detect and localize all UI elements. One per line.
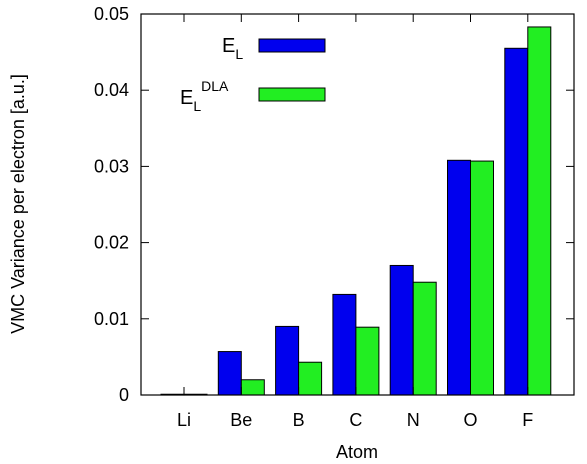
bar-series-2-Be — [240, 379, 265, 396]
legend-label-2-base: E — [180, 87, 193, 109]
y-tick-label-2: 0.02 — [94, 233, 129, 253]
legend: EL ELDLA — [180, 35, 326, 114]
bar-series-2-F — [527, 26, 552, 396]
bar-series-1-B — [275, 325, 300, 396]
plot-frame — [140, 13, 575, 396]
legend-swatch-1 — [258, 38, 326, 53]
bar-series-1-C — [332, 293, 357, 396]
x-tick-label-Li: Li — [177, 410, 191, 430]
legend-label-1: EL — [222, 35, 243, 62]
legend-label-1-base: E — [222, 35, 235, 57]
legend-label-2: ELDLA — [180, 78, 229, 114]
legend-swatch-2 — [258, 87, 326, 102]
bar-series-2-C — [355, 326, 380, 396]
legend-entry-1: EL — [222, 35, 326, 62]
bar-series-2-O — [470, 160, 494, 396]
legend-label-2-sup: DLA — [201, 78, 229, 94]
x-tick-label-O: O — [463, 410, 477, 430]
x-tick-label-C: C — [349, 410, 362, 430]
bar-series-1-N — [389, 264, 414, 396]
bar-series-1-Be — [217, 351, 242, 396]
bar-series-1-F — [504, 47, 529, 396]
y-tick-label-5: 0.05 — [94, 4, 129, 24]
x-tick-label-Be: Be — [230, 410, 252, 430]
legend-label-1-sub: L — [235, 46, 243, 62]
y-tick-label-3: 0.03 — [94, 156, 129, 176]
x-tick-label-N: N — [407, 410, 420, 430]
legend-entry-2: ELDLA — [180, 78, 326, 114]
y-axis: 0 0.01 0.02 0.03 0.04 0.05 — [94, 4, 574, 405]
bar-series-2-N — [412, 281, 437, 396]
x-tick-label-B: B — [293, 410, 305, 430]
bars-group — [160, 26, 552, 396]
y-tick-label-0: 0 — [119, 385, 129, 405]
x-axis: Li Be B C N O F — [177, 14, 533, 430]
y-tick-label-1: 0.01 — [94, 309, 129, 329]
x-tick-label-F: F — [522, 410, 533, 430]
bar-series-2-B — [298, 361, 323, 396]
y-tick-label-4: 0.04 — [94, 80, 129, 100]
y-axis-label: VMC Variance per electron [a.u.] — [8, 74, 28, 334]
legend-label-2-sub: L — [193, 98, 201, 114]
x-axis-label: Atom — [336, 442, 378, 462]
bar-series-1-O — [447, 159, 471, 396]
